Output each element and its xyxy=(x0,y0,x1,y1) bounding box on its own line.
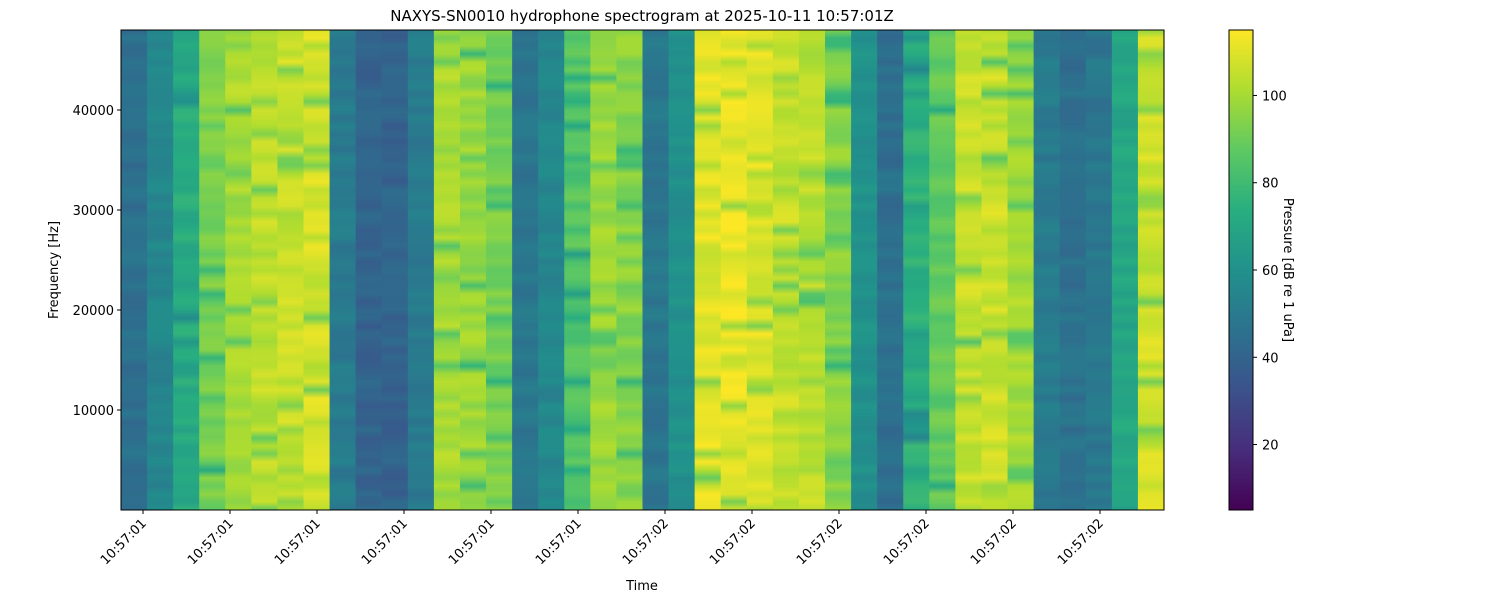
x-tick-label: 10:57:02 xyxy=(794,516,846,568)
colorbar-axis: 20 40 60 80 100 xyxy=(1253,89,1287,454)
heatmap-column xyxy=(590,30,618,510)
heatmap-column xyxy=(512,30,539,510)
x-tick-label: 10:57:01 xyxy=(359,516,411,568)
heatmap-column xyxy=(147,30,174,510)
heatmap-column xyxy=(1085,30,1113,510)
x-tick-label: 10:57:01 xyxy=(185,516,237,568)
heatmap-column xyxy=(277,30,305,510)
heatmap-column xyxy=(225,30,252,510)
heatmap-column xyxy=(199,30,226,510)
heatmap-column xyxy=(851,30,878,510)
heatmap-column xyxy=(355,30,383,510)
plot-frame xyxy=(120,29,1165,511)
x-tick-label: 10:57:02 xyxy=(620,516,672,568)
heatmap-column xyxy=(981,30,1009,510)
heatmap-column xyxy=(1033,30,1061,510)
x-tick-label: 10:57:02 xyxy=(707,516,759,568)
colorbar xyxy=(1228,29,1254,511)
heatmap-column xyxy=(407,30,435,510)
colorbar-tick-label: 80 xyxy=(1262,177,1279,192)
x-tick-label: 10:57:01 xyxy=(533,516,585,568)
heatmap-column xyxy=(1059,30,1087,510)
heatmap-column xyxy=(433,30,461,510)
y-axis-label: Frequency [Hz] xyxy=(47,221,62,319)
heatmap-column xyxy=(746,30,774,510)
heatmap-column xyxy=(798,30,826,510)
heatmap-column xyxy=(251,30,279,510)
heatmap-column xyxy=(459,30,487,510)
y-tick-label: 10000 xyxy=(73,404,114,419)
heatmap-column xyxy=(486,30,513,510)
heatmap-column xyxy=(955,30,983,510)
heatmap-column xyxy=(616,30,644,510)
x-tick-label: 10:57:02 xyxy=(968,516,1020,568)
chart-title: NAXYS-SN0010 hydrophone spectrogram at 2… xyxy=(390,7,894,25)
y-tick-label: 40000 xyxy=(73,104,114,119)
colorbar-label: Pressure [dB re 1 uPa] xyxy=(1280,198,1295,342)
x-tick-label: 10:57:01 xyxy=(272,516,324,568)
heatmap-column xyxy=(929,30,956,510)
heatmap-column xyxy=(381,30,409,510)
heatmap-column xyxy=(903,30,930,510)
heatmap-column xyxy=(877,30,904,510)
x-axis-label: Time xyxy=(625,579,658,594)
colorbar-tick-label: 60 xyxy=(1262,264,1279,279)
heatmap-column xyxy=(1111,30,1139,510)
heatmap-column xyxy=(303,30,331,510)
y-tick-label: 20000 xyxy=(73,304,114,319)
x-tick-label: 10:57:01 xyxy=(446,516,498,568)
x-tick-label: 10:57:02 xyxy=(1055,516,1107,568)
heatmap-column xyxy=(694,30,722,510)
heatmap-column xyxy=(642,30,670,510)
colorbar-tick-label: 40 xyxy=(1262,351,1279,366)
heatmap-column xyxy=(668,30,696,510)
y-tick-label: 30000 xyxy=(73,204,114,219)
x-axis: 10:57:01 10:57:01 10:57:01 10:57:01 10:57:01… xyxy=(98,510,1107,568)
heatmap-column xyxy=(121,30,148,510)
heatmap-column xyxy=(1137,30,1165,510)
heatmap-cells xyxy=(121,30,1165,510)
x-tick-label: 10:57:02 xyxy=(881,516,933,568)
heatmap-column xyxy=(825,30,852,510)
heatmap-column xyxy=(538,30,565,510)
heatmap-column xyxy=(720,30,748,510)
heatmap-column xyxy=(329,30,357,510)
heatmap-column xyxy=(1007,30,1035,510)
colorbar-tick-label: 100 xyxy=(1262,89,1287,104)
heatmap-column xyxy=(173,30,200,510)
x-tick-label: 10:57:01 xyxy=(98,516,150,568)
colorbar-tick-label: 20 xyxy=(1262,439,1279,454)
y-axis: 10000 20000 30000 40000 xyxy=(73,104,121,419)
heatmap-column xyxy=(564,30,591,510)
heatmap-column xyxy=(772,30,800,510)
